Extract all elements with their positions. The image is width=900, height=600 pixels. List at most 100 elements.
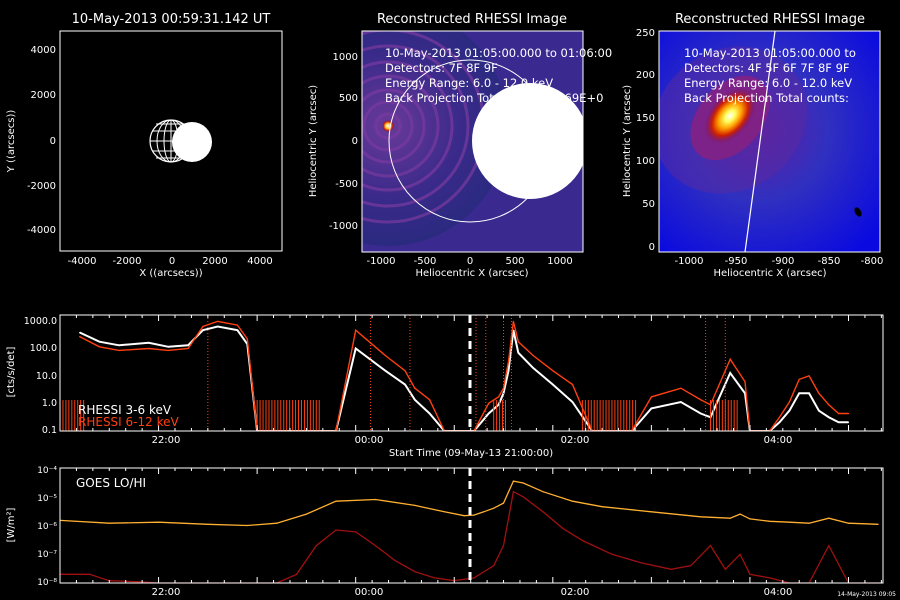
goes-hi-line-point	[512, 491, 515, 493]
goes-lo-line-point	[739, 513, 741, 515]
rhessi2-info-line: Detectors: 4F 5F 6F 7F 8F 9F	[684, 61, 850, 75]
sun-panel-frame	[59, 30, 283, 252]
rhessi-6-12kev-line-point	[202, 325, 204, 328]
rhessi2-xtick: -900	[772, 256, 795, 267]
rhessi-3-6kev-line-point	[414, 399, 416, 401]
goes-lo-line	[60, 480, 879, 527]
rhessi-6-12kev-line-point	[517, 341, 519, 343]
rhessi-6-12kev-line-point	[571, 383, 574, 386]
goes-hi-line-point	[562, 527, 564, 529]
sun-xtick: 0	[169, 256, 175, 267]
rhessi-6-12kev-line-point	[680, 387, 682, 389]
goes-hi-line-point	[414, 571, 416, 573]
rhessi-3-6kev-line-point	[729, 372, 731, 374]
rhessi-3-6kev-line-point	[818, 410, 820, 412]
rhessi-6-12kev-line-point	[148, 347, 150, 350]
legend-high-energy: RHESSI 6-12 keV	[78, 415, 179, 429]
rhessi-3-6kev-line-point	[404, 383, 406, 386]
rhessi-6-12kev-line-point	[808, 375, 810, 377]
goes-lo-line-point	[443, 511, 445, 513]
rhessi1-info-line: Back Projection Total counts: 2.69E+0	[385, 91, 603, 105]
rhessi2-xtick: -800	[861, 256, 884, 267]
rhessi-lc-xtick: 00:00	[355, 435, 384, 446]
sun-xlabel: X ((arcsecs))	[139, 268, 202, 279]
rhessi2-ylabel: Heliocentric Y (arcsec)	[622, 85, 633, 197]
rhessi-image-panel-1: Reconstructed RHESSI Image 10-May-2013 0…	[308, 12, 612, 279]
rhessi2-xtick: -850	[818, 256, 841, 267]
rhessi1-xtick: -500	[414, 256, 437, 267]
rhessi1-title: Reconstructed RHESSI Image	[377, 12, 567, 27]
rhessi-3-6kev-line-point	[79, 331, 81, 334]
goes-xtick: 00:00	[355, 587, 384, 598]
rhessi-image-panel-2: Reconstructed RHESSI Image 10-May-2013 0…	[622, 12, 883, 279]
goes-hi-line-point	[522, 496, 524, 498]
rhessi2-xtick: -950	[725, 256, 748, 267]
goes-lo-line-point	[158, 521, 160, 523]
goes-lightcurve-panel: GOES LO/HI 10⁻⁴ 10⁻⁵ 10⁻⁶ 10⁻⁷ 10⁻⁸ 22:0…	[6, 466, 896, 598]
goes-lo-line-point	[749, 518, 751, 520]
rhessi1-xtick: -1000	[366, 256, 395, 267]
goes-label: GOES LO/HI	[76, 476, 146, 490]
rhessi-3-6kev-line-point	[512, 329, 515, 331]
rhessi-3-6kev-line-point	[838, 421, 840, 423]
occulter	[472, 83, 583, 199]
rhessi-6-12kev-line-point	[498, 396, 500, 398]
goes-lo-line-point	[463, 515, 465, 517]
sun-ytick: 4000	[31, 45, 56, 56]
rhessi-3-6kev-line-point	[788, 410, 791, 412]
sun-y-ticks: 4000 2000 0 -2000 -4000	[27, 45, 56, 236]
rhessi-3-6kev-line-point	[148, 342, 150, 344]
goes-lo-line-point	[522, 482, 524, 484]
rhessi-3-6kev-line-point	[202, 329, 204, 331]
rhessi-6-12kev-line	[79, 320, 849, 431]
goes-ytick: 10⁻⁷	[37, 550, 57, 560]
rhessi-6-12kev-line-point	[187, 347, 189, 350]
rhessi-lc-ytick: 100.0	[30, 343, 57, 354]
goes-lo-line-point	[305, 513, 307, 515]
goes-lo-line-point	[276, 522, 278, 524]
rhessi-6-12kev-line-point	[384, 354, 386, 357]
rhessi-6-12kev-line-point	[778, 416, 781, 418]
rhessi2-title: Reconstructed RHESSI Image	[675, 12, 865, 27]
rhessi-3-6kev-line-point	[552, 383, 554, 386]
rhessi-6-12kev-line-point	[828, 404, 830, 406]
rhessi-3-6kev-line-point	[778, 421, 781, 423]
sun-xtick: 4000	[247, 256, 272, 267]
rhessi1-info-line: 10-May-2013 01:05:00.000 to 01:06:00	[385, 46, 612, 60]
rhessi2-info-line: 10-May-2013 01:05:00.000 to	[684, 46, 856, 60]
goes-hi-line-point	[749, 573, 751, 575]
rhessi-lc-xtick: 04:00	[764, 435, 793, 446]
rhessi-3-6kev-line-point	[680, 401, 682, 403]
goes-hi-line-point	[493, 565, 495, 567]
rhessi-3-6kev-line-point	[798, 392, 800, 394]
rhessi2-xlabel: Heliocentric X (arcsec)	[713, 268, 826, 279]
rhessi-3-6kev-line-point	[355, 347, 357, 350]
goes-lo-line-point	[601, 506, 603, 508]
rhessi-6-12kev-line-point	[167, 349, 169, 351]
rhessi-6-12kev-line-point	[532, 354, 534, 357]
rhessi1-frame	[361, 30, 584, 253]
rhessi-6-12kev-line-point	[788, 401, 791, 403]
rhessi-3-6kev-line-point	[517, 352, 519, 354]
goes-xtick: 02:00	[561, 587, 590, 598]
rhessi-3-6kev-line-point	[118, 344, 120, 346]
goes-hi-line-point	[374, 545, 376, 547]
sun-xtick: -4000	[67, 256, 96, 267]
rhessi2-ytick: 100	[636, 156, 655, 167]
rhessi2-frame	[658, 30, 881, 253]
goes-hi-line-point	[709, 545, 712, 547]
rhessi-attenuator-bars	[60, 400, 738, 431]
goes-hi-line-point	[690, 565, 692, 567]
goes-lo-line-point	[808, 522, 810, 524]
rhessi-lc-ytick: 1000.0	[24, 316, 57, 327]
goes-lo-line-point	[788, 521, 791, 523]
goes-hi-line-point	[611, 553, 613, 555]
rhessi-6-12kev-line-point	[414, 387, 416, 389]
sun-xtick: 2000	[202, 256, 227, 267]
goes-lo-line-point	[493, 507, 495, 509]
rhessi2-ytick: 0	[649, 242, 655, 253]
rhessi-lightcurve-panel: 1000.0 100.0 10.0 1.0 0.1 22:00 00:00 02…	[6, 314, 884, 459]
rhessi-6-12kev-line-point	[488, 402, 490, 404]
rhessi-3-6kev-line	[79, 325, 849, 431]
